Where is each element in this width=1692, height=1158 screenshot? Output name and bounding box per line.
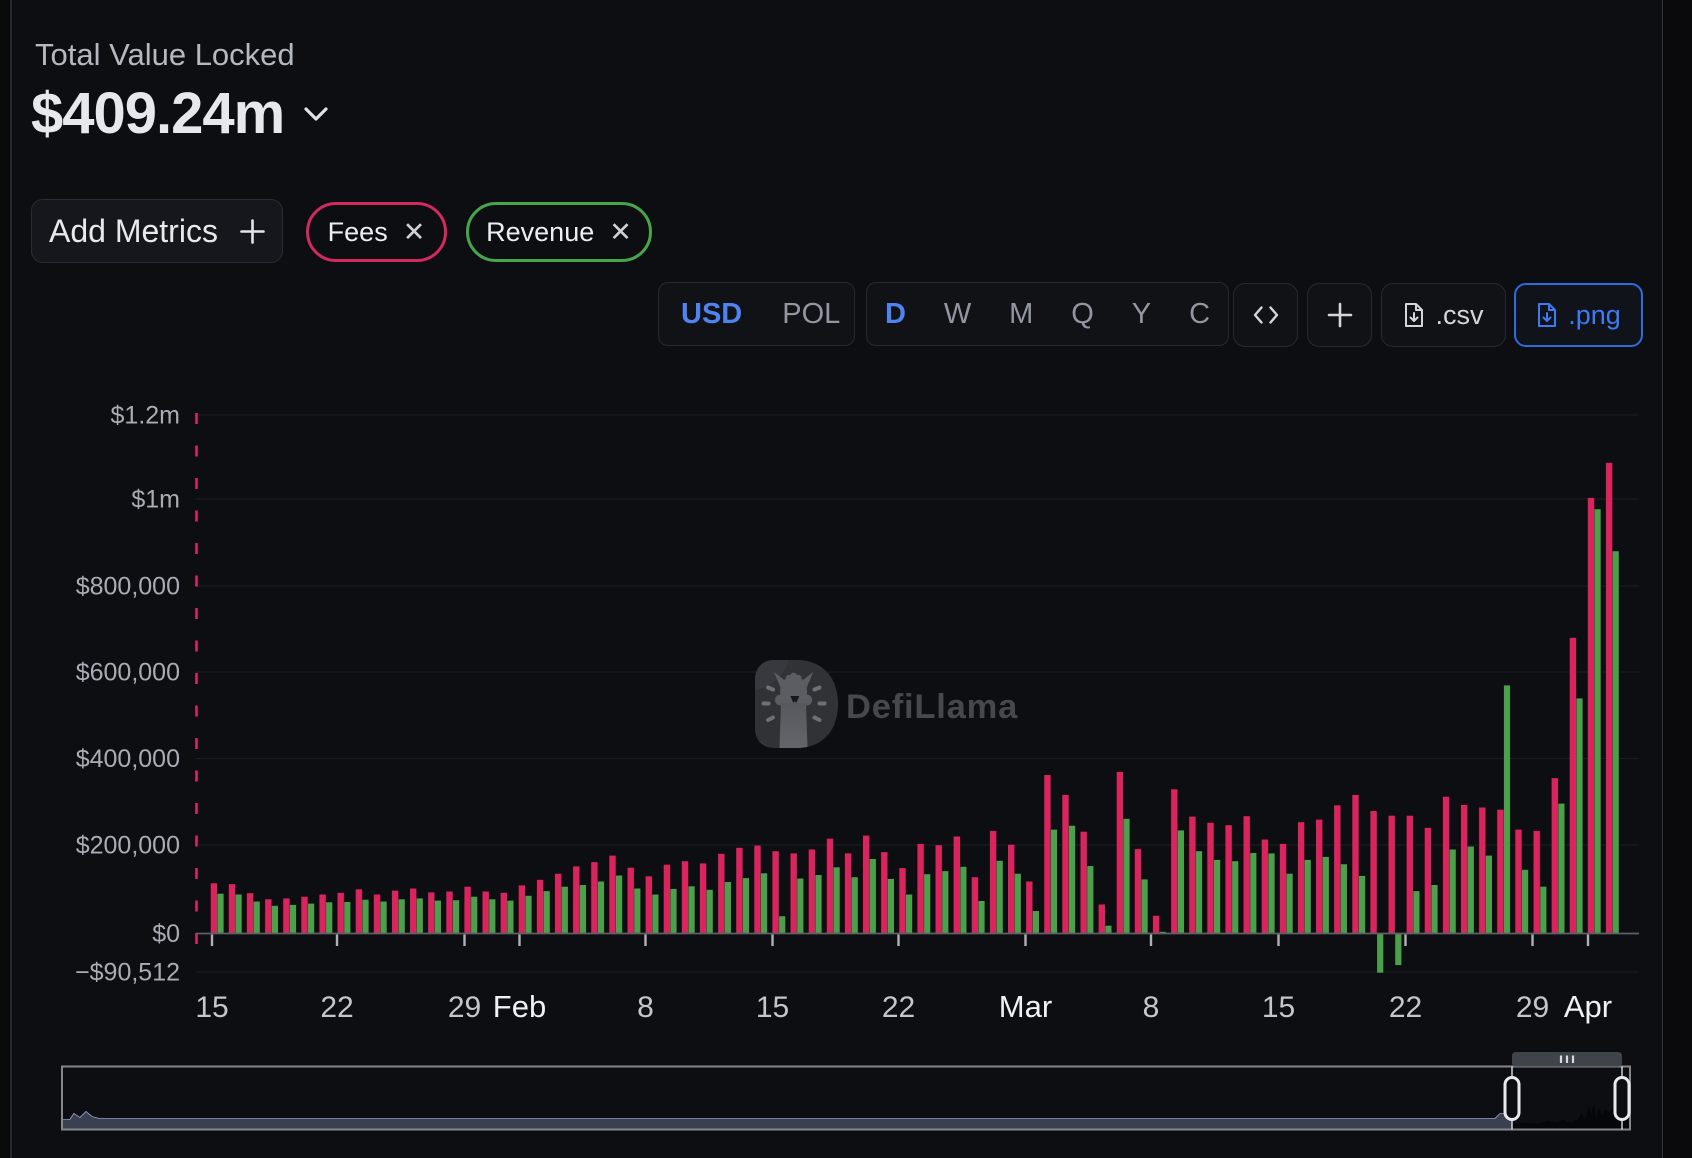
- svg-text:$800,000: $800,000: [76, 573, 180, 601]
- svg-text:$600,000: $600,000: [76, 659, 180, 687]
- svg-text:22: 22: [1389, 991, 1422, 1024]
- svg-text:$200,000: $200,000: [76, 832, 180, 860]
- svg-text:Feb: Feb: [493, 989, 546, 1024]
- svg-text:22: 22: [882, 991, 915, 1024]
- svg-text:29: 29: [1516, 991, 1549, 1024]
- svg-text:8: 8: [1143, 991, 1160, 1024]
- svg-text:8: 8: [637, 991, 654, 1024]
- svg-text:$400,000: $400,000: [76, 745, 180, 773]
- svg-text:15: 15: [1262, 991, 1295, 1024]
- svg-text:−$90,512: −$90,512: [75, 959, 180, 987]
- svg-text:22: 22: [320, 991, 353, 1024]
- svg-text:$1.2m: $1.2m: [111, 402, 180, 430]
- svg-text:29: 29: [448, 991, 481, 1024]
- svg-text:15: 15: [756, 991, 789, 1024]
- svg-text:$1m: $1m: [131, 486, 180, 514]
- svg-text:15: 15: [195, 991, 228, 1024]
- svg-text:Apr: Apr: [1564, 989, 1612, 1024]
- svg-text:Mar: Mar: [999, 989, 1052, 1024]
- svg-text:$0: $0: [152, 920, 180, 948]
- svg-text:DefiLlama: DefiLlama: [846, 688, 1018, 726]
